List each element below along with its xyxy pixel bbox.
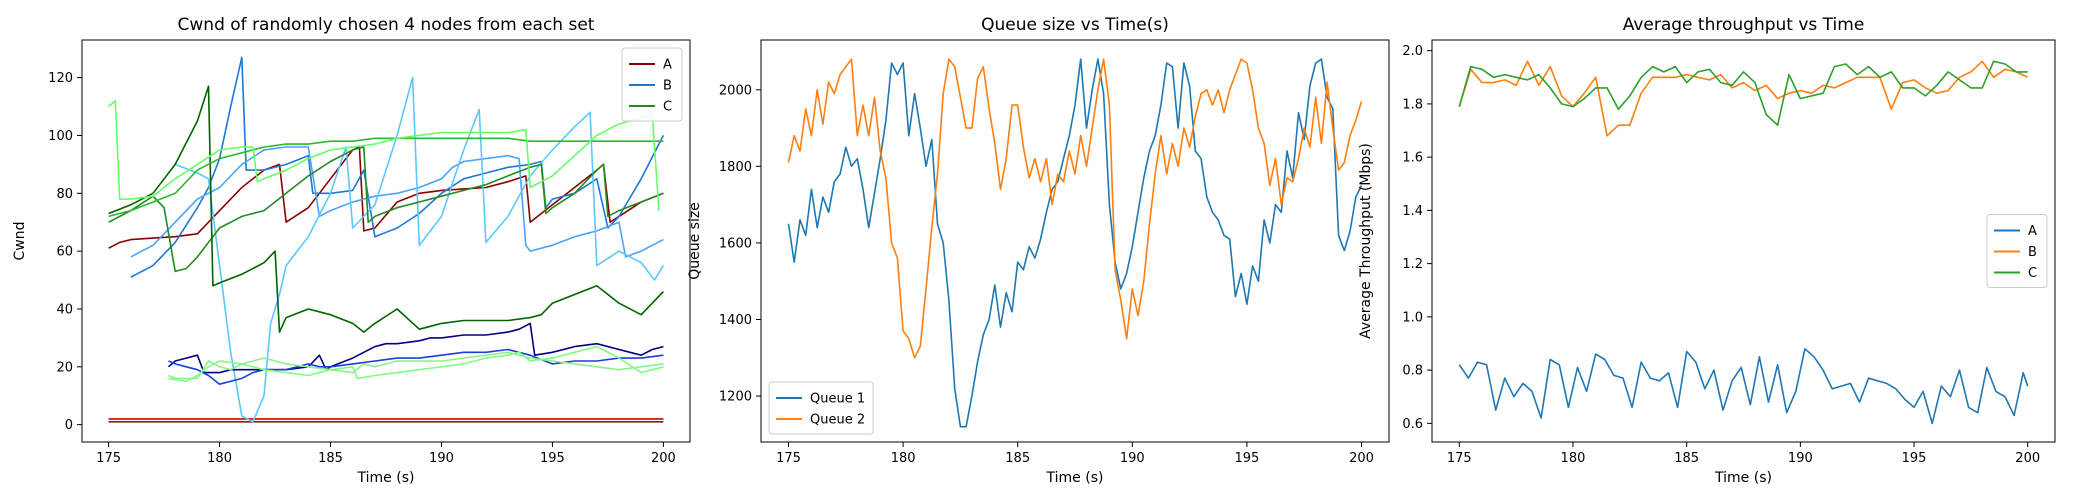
legend: Queue 1 Queue 2 [768, 381, 874, 435]
x-tick-label: 195 [540, 451, 565, 466]
series-line-11 [108, 99, 660, 211]
series-line-0 [108, 146, 664, 249]
x-tick-label: 175 [1447, 451, 1472, 466]
series-group [108, 56, 665, 423]
y-tick-label: 60 [56, 245, 73, 260]
series-line-13 [168, 345, 664, 383]
chart-1: 175 180 185 190 195 200 1200 1400 1600 1800 2000 Qu… [687, 15, 1390, 486]
x-tick-label: 195 [1902, 451, 1927, 466]
plot-area [82, 40, 690, 442]
x-axis-label: Time (s) [357, 470, 415, 486]
y-tick-label: 1.2 [1402, 257, 1423, 272]
x-tick-label: 190 [1788, 451, 1813, 466]
chart-title: Cwnd of randomly chosen 4 nodes from eac… [178, 15, 595, 35]
y-tick-label: 0.6 [1402, 417, 1423, 432]
x-axis-label: Time (s) [1046, 470, 1104, 486]
y-tick-label: 40 [56, 302, 73, 317]
x-tick-label: 175 [96, 451, 121, 466]
series-group [787, 58, 1363, 428]
legend-entry: A [663, 58, 672, 73]
x-tick-label: 185 [1005, 451, 1030, 466]
y-tick-label: 1.8 [1402, 97, 1423, 112]
y-tick-label: 1.4 [1402, 204, 1423, 219]
series-group [1458, 60, 2029, 425]
y-tick-label: 1.6 [1402, 151, 1423, 166]
legend-entry: B [663, 79, 672, 94]
y-tick-label: 1800 [719, 160, 752, 175]
y-tick-label: 0 [65, 418, 73, 433]
series-line-6 [167, 322, 664, 374]
series-line-0 [1458, 348, 2029, 425]
x-tick-label: 200 [2015, 451, 2040, 466]
series-line-8 [108, 146, 664, 273]
y-tick-label: 1.0 [1402, 310, 1423, 325]
plot-frame [1431, 39, 2056, 443]
series-line-9 [108, 85, 664, 333]
x-axis-label: Time (s) [1714, 470, 1772, 486]
x-tick-label: 195 [1234, 451, 1259, 466]
chart-title: Queue size vs Time(s) [981, 15, 1169, 35]
legend-entry: B [2028, 245, 2037, 260]
y-axis-label: Cwnd [12, 222, 28, 261]
y-tick-label: 120 [48, 71, 73, 86]
x-tick-label: 180 [1561, 451, 1586, 466]
series-line-5 [174, 76, 665, 423]
x-tick-label: 175 [776, 451, 801, 466]
x-tick-label: 200 [651, 451, 676, 466]
y-tick-label: 2000 [719, 83, 752, 98]
y-axis-label: Queue size [687, 202, 703, 280]
y-tick-label: 20 [56, 360, 73, 375]
legend-entry: A [2028, 224, 2037, 239]
y-tick-label: 1200 [719, 390, 752, 405]
series-line-4 [130, 146, 664, 258]
chart-title: Average throughput vs Time [1623, 15, 1865, 35]
x-tick-label: 185 [318, 451, 343, 466]
series-line-1 [1458, 60, 2029, 137]
legend-entry: C [2028, 266, 2037, 281]
x-tick-label: 185 [1674, 451, 1699, 466]
x-tick-label: 190 [429, 451, 454, 466]
y-tick-label: 1600 [719, 236, 752, 251]
y-tick-label: 80 [56, 187, 73, 202]
y-tick-label: 1400 [719, 313, 752, 328]
series-line-10 [108, 137, 664, 218]
legend: ABC [1986, 214, 2048, 288]
plot-frame [81, 39, 691, 443]
series-line-12 [168, 351, 664, 380]
y-tick-label: 0.8 [1402, 364, 1423, 379]
x-tick-label: 200 [1349, 451, 1374, 466]
x-tick-label: 190 [1120, 451, 1145, 466]
series-line-1 [787, 58, 1363, 359]
chart-0: 175 180 185 190 195 200 0 20 40 60 80 100 120 Cwnd of… [12, 15, 691, 486]
x-tick-label: 180 [207, 451, 232, 466]
y-tick-label: 100 [48, 129, 73, 144]
series-line-3 [130, 56, 665, 278]
x-tick-label: 180 [891, 451, 916, 466]
legend: ABC [621, 47, 683, 122]
legend-entry: C [663, 100, 672, 115]
plot-frame [760, 39, 1390, 443]
chart-2: 175 180 185 190 195 200 0.6 0.8 1.0 1.2 1.4 1.6 1.8 2… [1358, 15, 2056, 486]
legend-box [768, 381, 874, 435]
legend-entry: Queue 1 [810, 392, 865, 407]
y-tick-label: 2.0 [1402, 44, 1423, 59]
y-axis-label: Average Throughput (Mbps) [1358, 143, 1374, 339]
legend-entry: Queue 2 [810, 413, 865, 428]
series-line-0 [787, 58, 1363, 428]
series-line-2 [1458, 60, 2028, 126]
